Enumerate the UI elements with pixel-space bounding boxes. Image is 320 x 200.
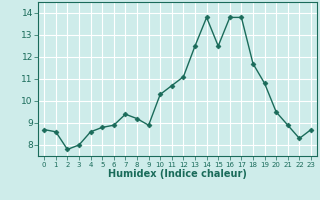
X-axis label: Humidex (Indice chaleur): Humidex (Indice chaleur) [108, 169, 247, 179]
